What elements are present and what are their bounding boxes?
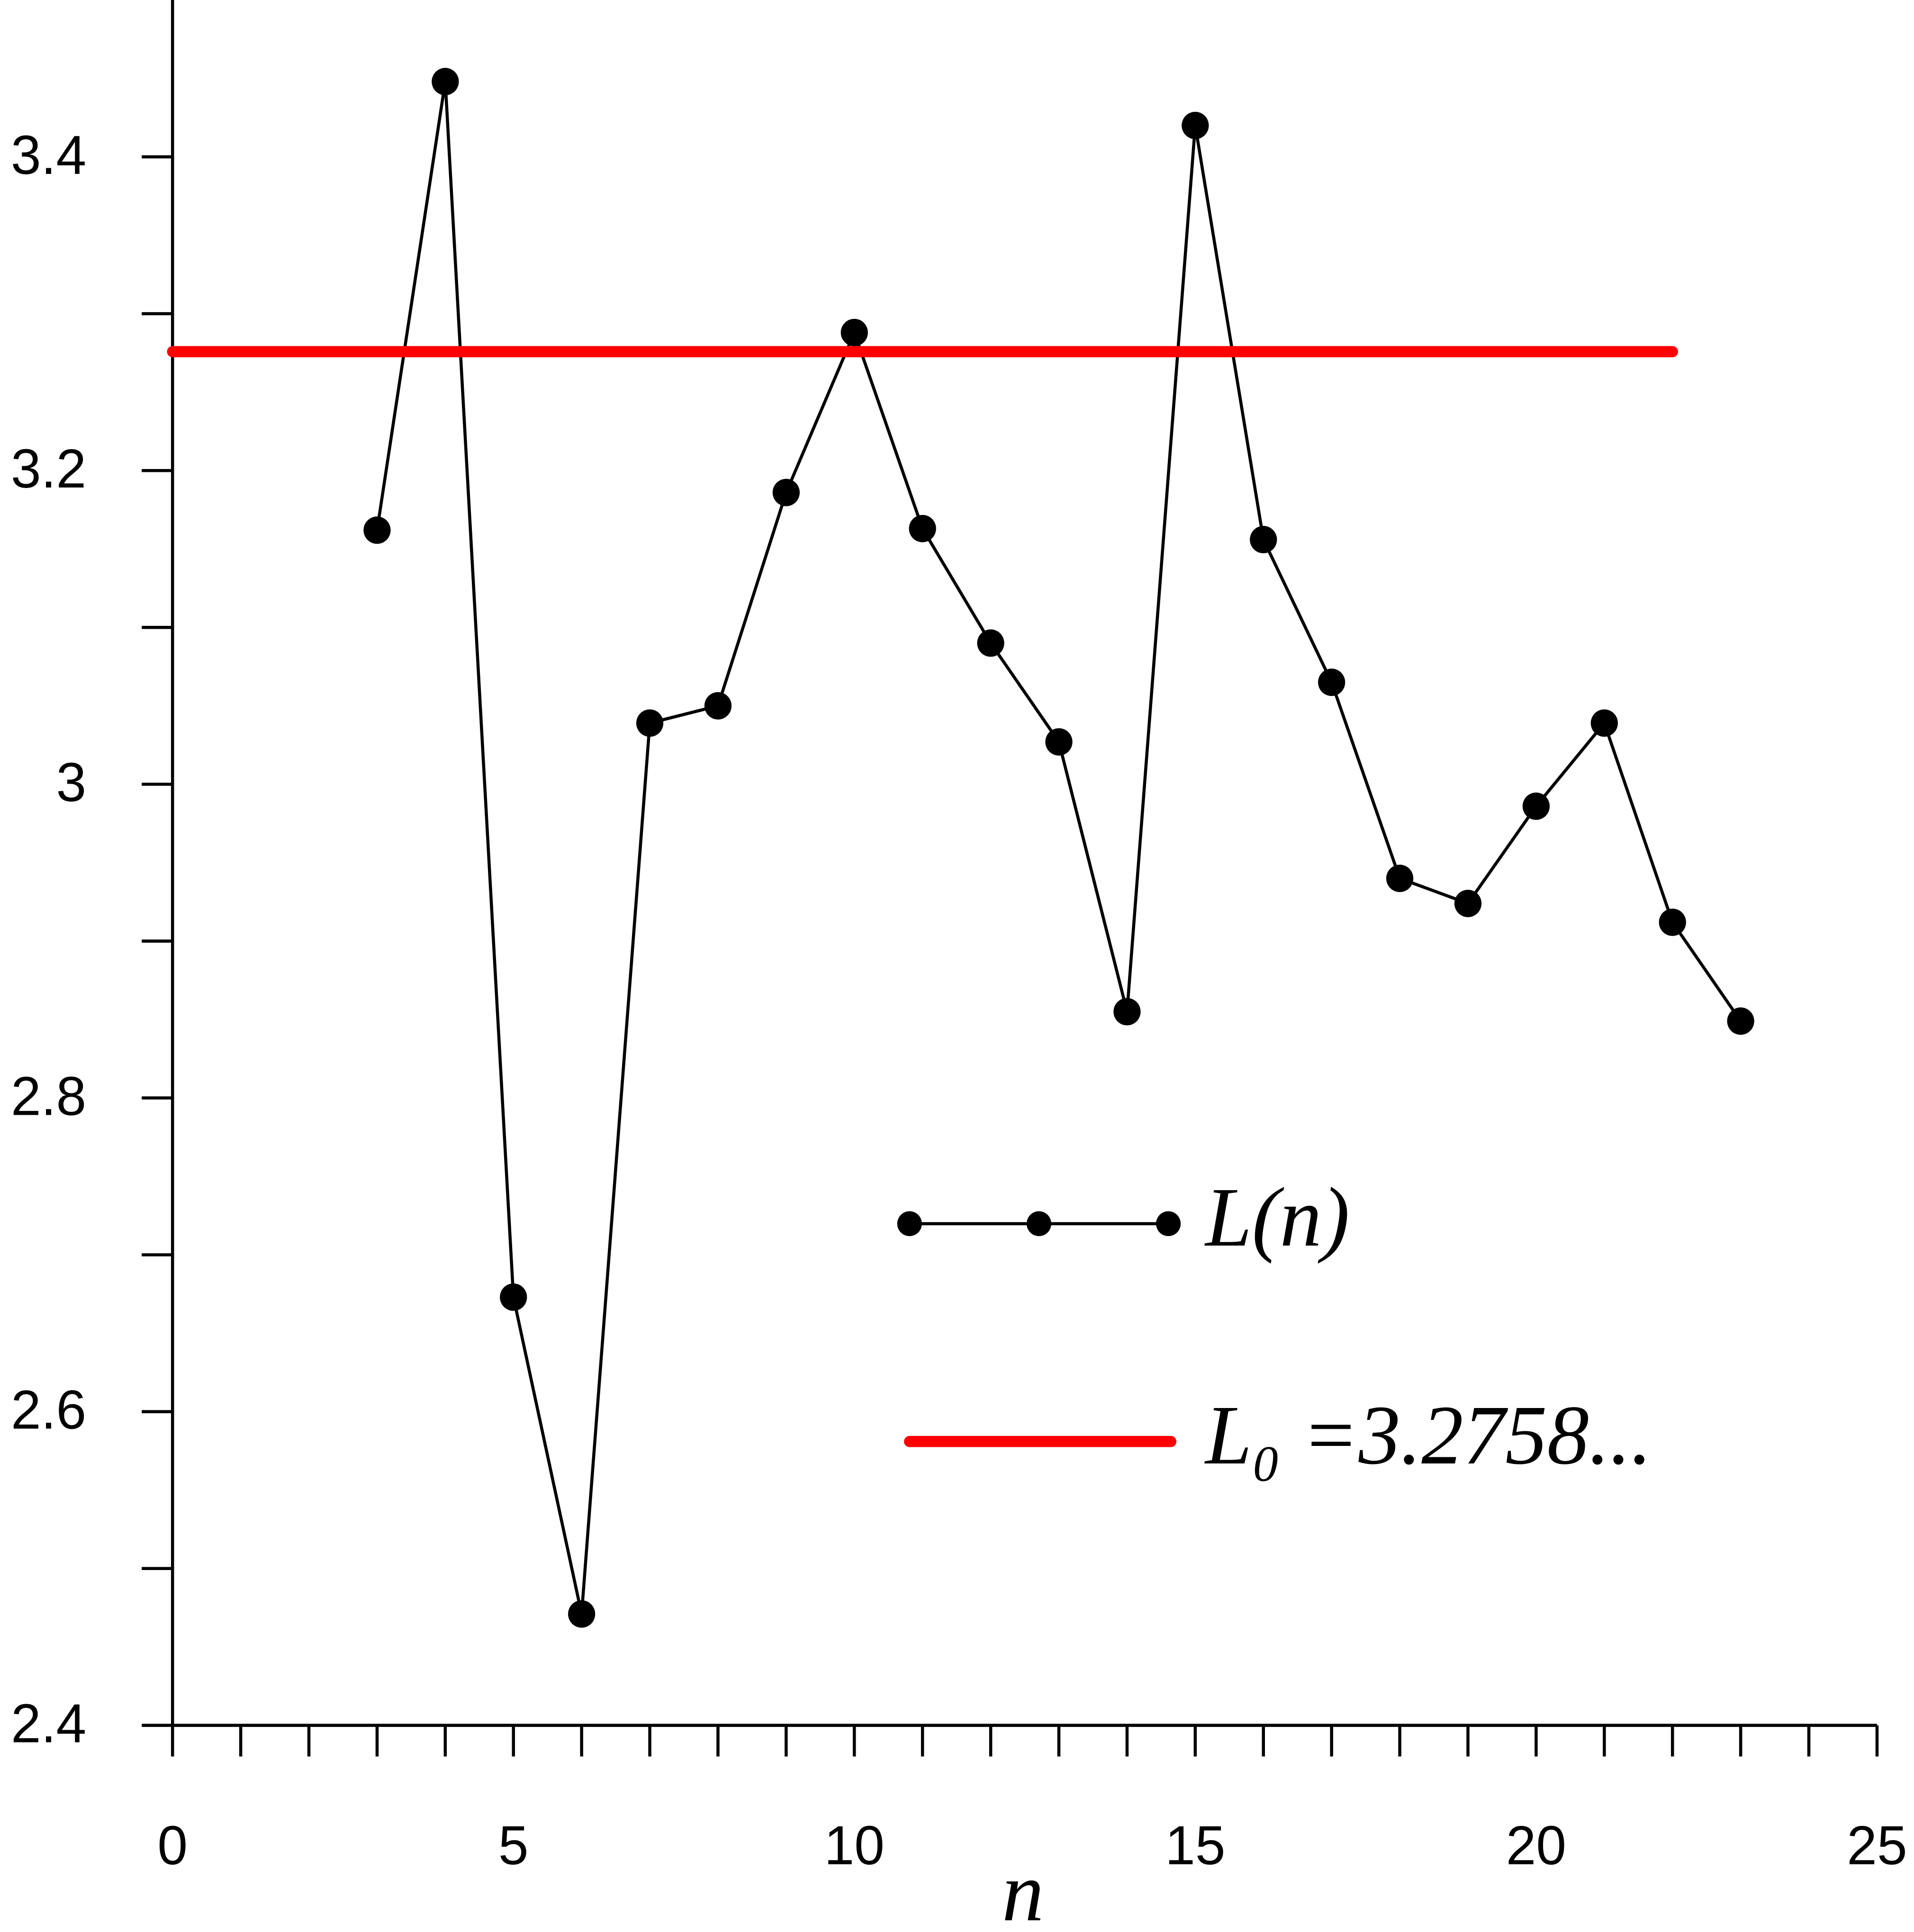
data-point [1727,1007,1754,1035]
data-point [977,629,1004,657]
legend-label: L₀ =3.2758... [1204,1389,1652,1482]
data-point [636,709,664,737]
legend-marker [1026,1211,1052,1237]
data-point [1045,728,1073,756]
data-point [772,478,800,506]
y-tick-label: 2.6 [11,1380,86,1441]
data-point [1590,709,1618,737]
x-tick-label: 15 [1165,1815,1225,1877]
data-point [500,1283,527,1311]
x-tick-label: 20 [1506,1815,1566,1877]
data-point [1113,998,1141,1026]
data-point [1659,908,1686,936]
data-point [1454,890,1482,917]
data-point [363,516,391,544]
y-tick-label: 3 [56,752,86,813]
data-point [909,515,936,542]
y-tick-label: 2.4 [11,1693,86,1754]
data-point [432,68,459,96]
legend-marker [897,1211,922,1237]
data-point [1386,865,1414,892]
x-tick-label: 25 [1847,1815,1907,1877]
y-tick-label: 3.4 [11,125,86,186]
x-axis-label: n [1002,1846,1044,1932]
x-tick-label: 5 [498,1815,529,1877]
series-line [375,81,1742,1615]
data-point [1522,792,1550,820]
y-tick-label: 3.2 [11,439,86,500]
data-point [840,318,868,346]
x-tick-label: 10 [824,1815,885,1877]
legend-marker [1156,1211,1181,1237]
data-point [1250,525,1277,553]
legend-label: L(n) [1204,1171,1350,1264]
data-point [568,1600,596,1628]
data-point [1182,111,1209,139]
data-point [1318,668,1345,696]
y-tick-label: 2.8 [11,1066,86,1127]
data-point [704,692,732,720]
x-tick-label: 0 [157,1815,188,1877]
